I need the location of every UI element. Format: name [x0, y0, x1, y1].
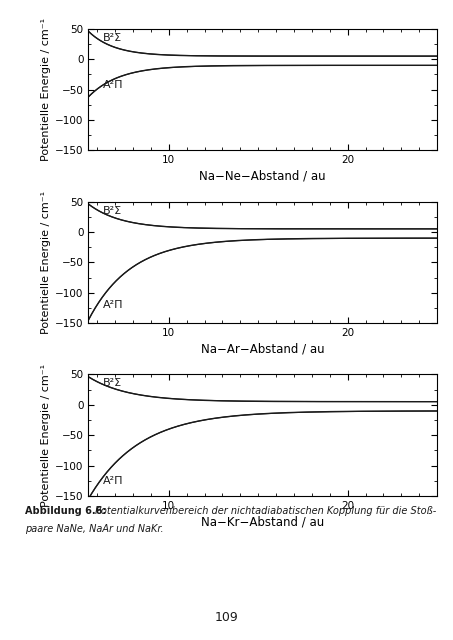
Text: 109: 109	[215, 611, 238, 624]
Text: paare NaNe, NaAr und NaKr.: paare NaNe, NaAr und NaKr.	[25, 524, 164, 534]
Text: A²Π: A²Π	[103, 300, 123, 310]
Text: Potentialkurvenbereich der nichtadiabatischen Kopplung für die Stoß-: Potentialkurvenbereich der nichtadiabati…	[95, 506, 436, 516]
Text: A²Π: A²Π	[103, 476, 123, 486]
Text: B²Σ: B²Σ	[103, 205, 122, 216]
Y-axis label: Potentielle Energie / cm⁻¹: Potentielle Energie / cm⁻¹	[41, 191, 51, 334]
X-axis label: Na−Ar−Abstand / au: Na−Ar−Abstand / au	[201, 342, 324, 355]
Text: A²Π: A²Π	[103, 80, 123, 90]
Y-axis label: Potentielle Energie / cm⁻¹: Potentielle Energie / cm⁻¹	[41, 364, 51, 507]
Text: Abbildung 6.6:: Abbildung 6.6:	[25, 506, 110, 516]
Y-axis label: Potentielle Energie / cm⁻¹: Potentielle Energie / cm⁻¹	[41, 18, 51, 161]
X-axis label: Na−Ne−Abstand / au: Na−Ne−Abstand / au	[199, 170, 326, 182]
X-axis label: Na−Kr−Abstand / au: Na−Kr−Abstand / au	[201, 515, 324, 528]
Text: B²Σ: B²Σ	[103, 378, 122, 388]
Text: B²Σ: B²Σ	[103, 33, 122, 43]
